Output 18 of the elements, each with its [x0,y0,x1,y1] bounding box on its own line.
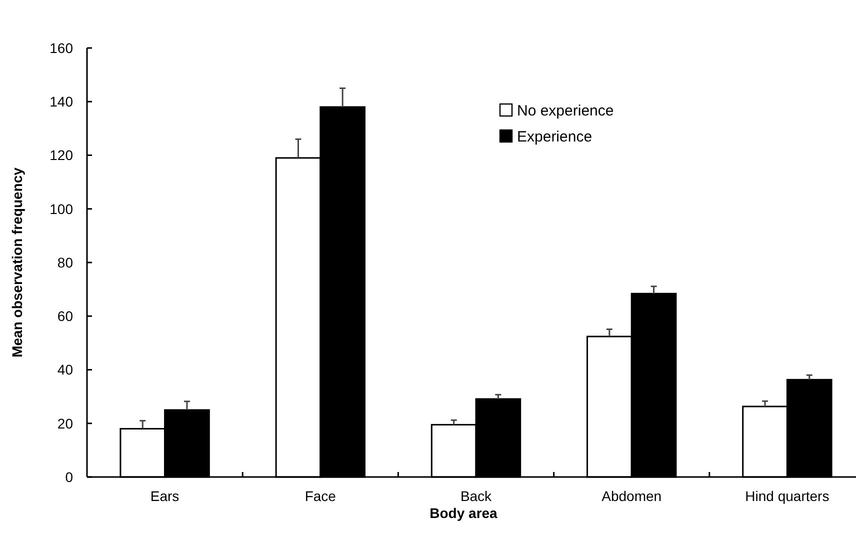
y-tick-label: 140 [50,94,74,110]
x-tick-label: Abdomen [602,488,662,504]
x-tick-label: Back [460,488,493,504]
y-tick-label: 100 [50,200,74,217]
y-axis-title: Mean observation frequency [9,167,25,358]
x-axis-title: Body area [430,505,498,521]
x-tick-label: Face [304,488,336,504]
y-tick-label: 80 [57,254,74,270]
y-tick-label: 160 [50,40,74,56]
legend-label: No experience [517,102,614,120]
y-tick-label: 40 [57,362,74,378]
y-tick-label: 0 [65,468,74,485]
legend-label: Experience [517,128,592,146]
y-tick-label: 20 [57,415,74,432]
y-tick-label: 120 [50,147,74,164]
y-tick-label: 60 [57,308,74,324]
x-tick-label: Hind quarters [745,488,830,504]
x-tick-label: Ears [150,488,180,504]
